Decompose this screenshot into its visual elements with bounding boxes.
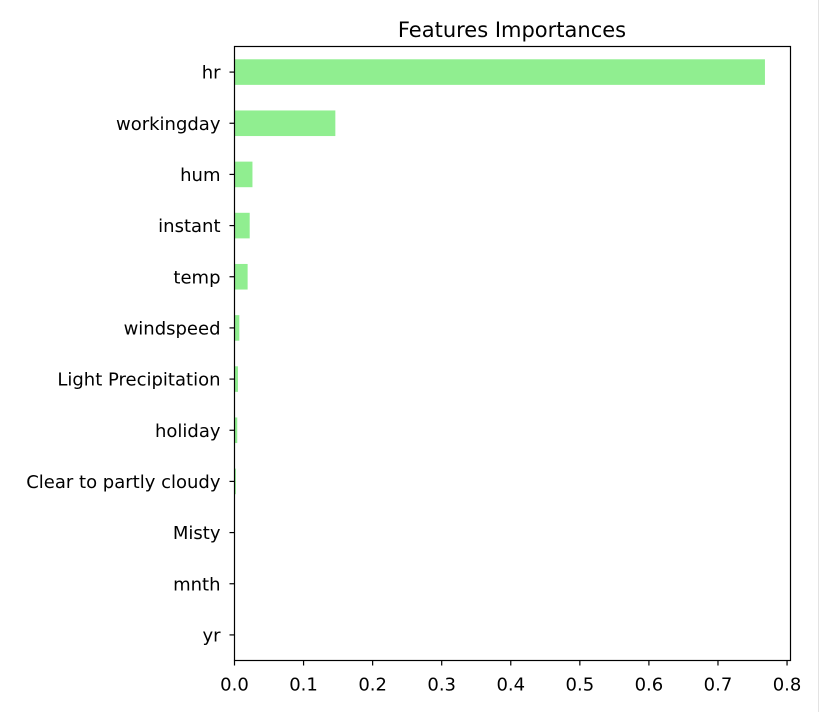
y-tick-label-yr: yr (202, 625, 221, 646)
y-tick-label-temp: temp (173, 267, 220, 288)
x-axis: 0.0 0.1 0.2 0.3 0.4 0.5 0.6 0.7 0.8 (220, 660, 802, 696)
x-tick-label-5: 0.5 (566, 675, 595, 696)
y-tick-label-instant: instant (158, 216, 220, 237)
bar-instant (234, 212, 250, 239)
panel-divider (818, 0, 819, 712)
y-tick-label-hum: hum (180, 165, 220, 186)
bar-light-precipitation (234, 366, 238, 392)
x-tick-label-7: 0.7 (704, 675, 733, 696)
x-tick-label-6: 0.6 (635, 675, 664, 696)
y-axis: hr workingday hum instant temp windspeed Light… (26, 63, 235, 646)
y-tick-label-misty: Misty (173, 523, 221, 544)
y-tick-label-clear-to-partly-cloudy: Clear to partly cloudy (26, 472, 221, 493)
y-tick-label-holiday: holiday (155, 421, 221, 442)
y-tick-label-hr: hr (202, 63, 221, 84)
x-tick-label-2: 0.2 (358, 675, 387, 696)
x-tick-label-1: 0.1 (289, 675, 318, 696)
bar-temp (234, 263, 248, 290)
x-tick-label-4: 0.4 (496, 675, 525, 696)
chart-title: Features Importances (398, 18, 626, 42)
bar-hum (234, 161, 253, 188)
y-tick-label-windspeed: windspeed (124, 318, 221, 339)
y-tick-label-workingday: workingday (116, 114, 221, 135)
bar-clear-to-partly-cloudy (234, 468, 236, 495)
plot-frame (233, 45, 792, 662)
bar-workingday (234, 110, 336, 137)
bar-windspeed (234, 315, 240, 341)
bar-hr (234, 59, 765, 85)
bar-holiday (234, 417, 238, 444)
bars-group (234, 59, 765, 648)
x-tick-label-8: 0.8 (773, 675, 802, 696)
x-tick-label-0: 0.0 (220, 675, 249, 696)
y-tick-label-light-precipitation: Light Precipitation (57, 370, 220, 391)
y-tick-label-mnth: mnth (173, 574, 220, 595)
x-tick-label-3: 0.3 (427, 675, 456, 696)
